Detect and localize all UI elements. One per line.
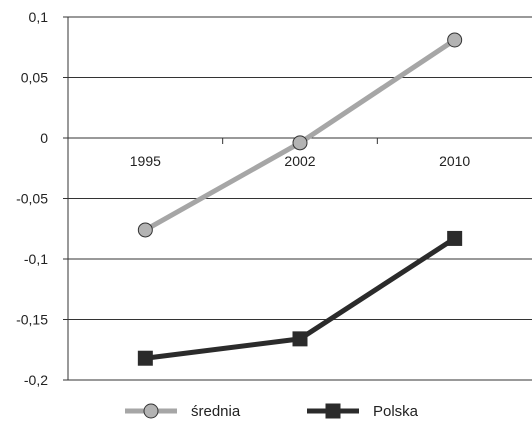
legend-label: Polska [373,403,419,420]
y-tick-label: 0 [40,130,48,146]
series-group [137,32,463,366]
y-tick-label: 0,05 [21,70,48,86]
y-tick-label: 0,1 [29,9,49,25]
x-tick-label: 2002 [284,153,315,169]
grid-lines [68,16,532,381]
y-tick-label: -0,05 [16,191,48,207]
data-point-square [137,350,153,366]
series-line [144,37,457,233]
legend-label: średnia [191,403,241,420]
legend: średnia Polska [125,403,419,420]
legend-item-1: średnia [125,403,241,420]
data-point-circle [447,32,463,48]
data-point-square [447,230,463,246]
legend-marker-circle [143,403,159,419]
legend-item-2: Polska [307,403,419,420]
x-tick-label: 2010 [439,153,470,169]
x-axis-ticks: 1995 2002 2010 [130,138,470,169]
y-tick-label: -0,1 [24,251,48,267]
series-1 [137,32,463,238]
x-tick-label: 1995 [130,153,161,169]
y-axis-ticks: 0,1 0,05 0 -0,05 -0,1 -0,15 -0,2 [16,9,68,388]
y-tick-label: -0,15 [16,312,48,328]
data-point-circle [292,135,308,151]
y-tick-label: -0,2 [24,372,48,388]
data-point-square [292,331,308,347]
series-2 [137,230,463,366]
legend-marker-square [325,403,341,419]
data-point-circle [137,222,153,238]
